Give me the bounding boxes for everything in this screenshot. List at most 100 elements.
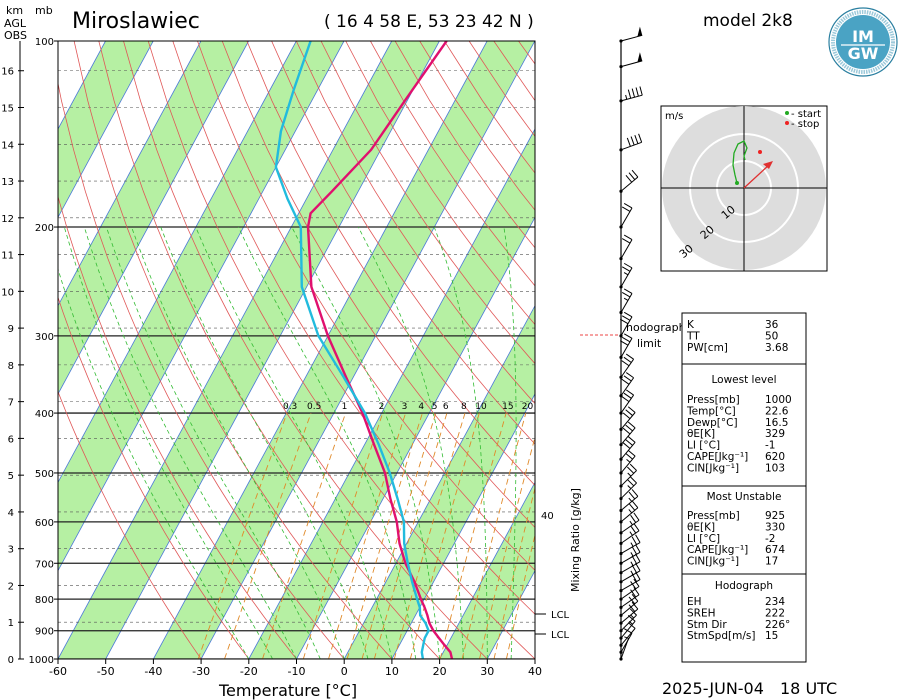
mixing-ratio-line [393,412,466,659]
table-section-title: Most Unstable [707,491,782,503]
moist-adiabat [160,226,369,659]
table-label: EH [687,596,702,608]
isotherm-line [439,481,535,659]
moist-adiabat [83,226,297,659]
wind-barb [619,449,636,475]
table-value: 16.5 [765,417,788,429]
wind-barb [619,544,641,565]
moist-adiabat [58,267,250,659]
wind-barb-feather [633,587,640,596]
date-label: 2025-JUN-04 [662,679,764,698]
km-tick-label: 16 [1,67,14,78]
wind-barb-feather [631,88,636,98]
table-label: SREH [687,607,716,619]
km-tick-label: 8 [8,361,14,372]
x-tick-label: 30 [480,665,494,678]
wind-barb-feather [639,86,643,96]
table-frame [681,312,807,663]
mixing-ratio-line [302,412,384,659]
moist-adiabat [106,226,321,659]
wind-barb [619,86,643,103]
wind-barb-staff [620,207,633,228]
mixing-ratio-label: 5 [432,402,438,412]
wind-barb-feather [627,466,635,474]
wind-barb-feather [627,436,636,443]
wind-barb [619,553,641,575]
wind-barb-feather [631,489,639,497]
wind-barb-feather [630,136,635,146]
wind-barb-half-feather [630,570,634,576]
table-label: CIN[Jkg⁻¹] [687,556,739,568]
mixing-ratio-line [197,412,288,659]
table-value: 103 [765,462,785,474]
x-tick-label: 0 [341,665,348,678]
hodograph-panel: m/s - start - stop 10 20 30 [660,105,828,272]
table-label: Press[mb] [687,394,740,406]
wind-barb-feather [619,318,629,325]
wind-barb [619,523,640,545]
wind-barb-half-feather [630,552,634,557]
table-value: 925 [765,510,785,522]
isotherm-line [58,41,249,395]
km-tick-label: 0 [8,655,14,666]
wind-barb-feather [621,315,631,321]
mixing-ratio-label: 25 [537,402,548,412]
table-value: 50 [765,330,778,342]
wind-barb-feather [633,512,640,521]
wind-barb-feather [628,172,636,180]
wind-barb-staff [620,94,643,102]
wind-barb-half-feather [629,520,633,526]
mixing-ratio-line [224,412,312,659]
mixing-ratio-label: 0.3 [283,402,297,412]
wind-barb-flag [637,52,643,63]
km-tick-label: 3 [8,545,14,556]
wind-barb-feather [621,206,631,212]
hodograph-limit-label-1: hodograph [626,321,686,334]
pressure-tick-label: 400 [35,409,54,420]
x-tick-label: -30 [192,665,210,678]
mixing-ratio-label: 2 [379,402,385,412]
table-value: 234 [765,596,785,608]
isotherm-band [153,41,535,659]
pressure-tick-label: 800 [35,595,54,606]
wind-barb-feather [622,427,631,435]
wind-barb [619,608,637,633]
x-tick-label: -40 [144,665,162,678]
wind-barb-feather [630,525,637,534]
wind-barb-feather [629,463,637,471]
wind-barb-half-feather [630,561,634,566]
km-tick-label: 15 [1,104,14,115]
wind-barb-feather [629,608,637,616]
wind-barb [619,500,639,524]
wind-barb [619,288,633,315]
model-label: model 2k8 [703,11,793,31]
hodograph-trace-stop [758,150,762,154]
wind-barb [619,489,639,513]
wind-barb-feather [623,375,632,382]
mixing-ratio-label: 20 [522,402,534,412]
wind-barb-feather [621,396,630,403]
wind-barb-half-feather [624,636,629,639]
wind-barb [619,262,633,289]
pressure-tick-label: 700 [35,559,54,570]
wind-barb-feather [631,536,638,545]
wind-barb-feather [627,421,636,429]
wind-barb-feather [635,544,641,553]
table-label: Stm Dir [687,619,727,631]
wind-barb-feather [625,424,633,432]
parameter-table: K 36 TT 50 PW[cm] 3.68 Lowest level Press[mb] 10… [681,312,807,663]
dry-adiabat [295,41,535,405]
wind-barb [619,234,633,261]
table-label: Temp[°C] [686,405,736,417]
wind-barb-feather [635,534,641,543]
mixing-ratio-line [346,412,423,659]
isotherm-line [0,41,10,659]
dry-adiabat [345,41,535,326]
table-value: -2 [765,533,775,545]
km-axis-header: km [6,4,23,17]
wind-barb [619,353,635,379]
table-value: 329 [765,428,785,440]
wind-barb-feather [626,137,631,147]
mixing-ratio-label: 15 [502,402,513,412]
table-label: CAPE[Jkg⁻¹] [687,544,748,556]
